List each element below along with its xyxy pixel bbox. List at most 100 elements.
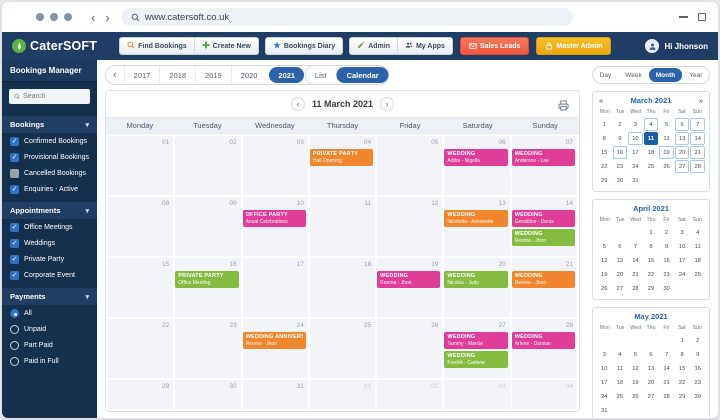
mini-day-7[interactable]: 7 [633,243,638,250]
user-menu[interactable]: Hi Jhonson [645,39,708,53]
mini-day-26[interactable]: 26 [601,285,608,292]
mini-day-16[interactable]: 16 [694,365,701,372]
mini-day-16[interactable]: 16 [612,146,628,159]
mini-day-14[interactable]: 14 [690,132,705,145]
year-tab-2021[interactable]: 2021 [269,67,305,83]
filter-cancelled-bookings[interactable]: Cancelled Bookings [2,165,97,181]
day-cell-04[interactable]: 04 [511,380,577,409]
mini-day-19[interactable]: 19 [632,379,639,386]
filter-private-party[interactable]: ✓ Private Party [2,251,97,267]
mini-day-25[interactable]: 25 [616,393,624,400]
mini-day-19[interactable]: 19 [659,146,674,159]
mini-day-15[interactable]: 15 [647,257,655,264]
mini-day-13[interactable]: 13 [647,365,655,372]
mini-day-23[interactable]: 23 [663,271,670,278]
mini-day-9[interactable]: 9 [618,135,622,142]
day-cell-07[interactable]: 07 WEDDING Anderson - Lee [511,136,577,195]
mini-day-24[interactable]: 24 [678,271,686,278]
toggle-list[interactable]: List [314,70,327,80]
print-button[interactable] [558,98,569,116]
radio-paid-in-full[interactable]: Paid in Full [2,353,97,369]
switcher-month[interactable]: Month [648,68,683,82]
mini-day-18[interactable]: 18 [616,379,624,386]
filter-corporate-event[interactable]: ✓ Corporate Event [2,267,97,283]
day-cell-18[interactable]: 18 [309,258,376,317]
mini-day-23[interactable]: 23 [616,163,624,170]
mini-day-11[interactable]: 11 [643,132,659,145]
day-cell-31[interactable]: 31 [242,380,308,409]
day-cell-01[interactable]: 01 [309,380,376,409]
prev-years-icon[interactable]: ‹ [113,69,117,81]
maximize-icon[interactable] [698,13,706,21]
mini-day-5[interactable]: 5 [633,351,638,358]
day-cell-03[interactable]: 03 [242,136,308,195]
event-office-party[interactable]: OFFICE PARTY Anual Celebrations [242,210,306,227]
day-cell-16[interactable]: 16 PRIVATE PARTY Office Meeting [175,258,241,317]
day-cell-11[interactable]: 11 [309,197,376,256]
radio-all[interactable]: All [2,305,97,321]
mini-day-5[interactable]: 5 [664,121,669,128]
mini-day-6[interactable]: 6 [649,351,653,358]
filter-confirmed-bookings[interactable]: ✓ Confirmed Bookings [2,133,97,149]
window-dot-icon[interactable] [36,13,44,21]
mini-day-20[interactable]: 20 [647,379,655,386]
day-cell-27[interactable]: 27 WEDDING Tammy - Marcie WEDDING Fredrik - … [444,319,510,378]
mini-day-22[interactable]: 22 [647,271,655,278]
mini-day-7[interactable]: 7 [690,118,705,131]
mini-day-25[interactable]: 25 [694,271,701,278]
section-header-appointments[interactable]: Appointments ▾ [2,202,97,219]
toggle-calendar[interactable]: Calendar [336,67,389,83]
mini-day-30[interactable]: 30 [616,177,624,184]
mini-day-27[interactable]: 27 [674,160,690,173]
mini-day-20[interactable]: 20 [616,271,624,278]
event-wedding-anniversary[interactable]: WEDDING ANNIVERSARYReema - Jhon [242,332,306,349]
day-cell-06[interactable]: 06 WEDDING Adiba - Nigella [444,136,510,195]
mini-day-17[interactable]: 17 [678,257,686,264]
mini-day-6[interactable]: 6 [618,243,622,250]
mini-day-13[interactable]: 13 [674,132,690,145]
mini-day-24[interactable]: 24 [632,163,639,170]
section-header-bookings[interactable]: Bookings ▾ [2,116,97,133]
nav-admin-button[interactable]: Admin [350,38,397,54]
day-cell-23[interactable]: 23 [175,319,241,378]
event-private-party[interactable]: PRIVATE PARTY Office Meeting [175,271,239,288]
mini-day-9[interactable]: 9 [696,351,700,358]
day-cell-02[interactable]: 02 [377,380,443,409]
event-wedding[interactable]: WEDDING Nicoletta - Antoinette [444,210,508,227]
day-cell-22[interactable]: 22 [108,319,174,378]
mini-day-19[interactable]: 19 [601,271,608,278]
mini-day-12[interactable]: 12 [601,257,608,264]
event-wedding[interactable]: WEDDING Adiba - Nigella [444,149,508,166]
mini-day-27[interactable]: 27 [616,285,624,292]
mini-day-3[interactable]: 3 [680,229,684,236]
mini-day-9[interactable]: 9 [664,243,669,250]
mini-day-21[interactable]: 21 [663,379,670,386]
search-box[interactable] [9,89,90,104]
day-cell-05[interactable]: 05 [377,136,443,195]
mini-day-10[interactable]: 10 [601,365,608,372]
mini-day-11[interactable]: 11 [694,243,701,250]
mini-day-8[interactable]: 8 [680,351,684,358]
mini-day-26[interactable]: 26 [632,393,639,400]
event-wedding[interactable]: WEDDING Tammy - Marcie [444,332,508,349]
mini-day-6[interactable]: 6 [674,118,690,131]
mini-day-1[interactable]: 1 [602,121,606,128]
mini-day-27[interactable]: 27 [647,393,655,400]
mini-day-1[interactable]: 1 [649,229,653,236]
event-wedding[interactable]: WEDDING Geraldine - Denis [511,210,575,227]
event-wedding[interactable]: WEDDING Fredrik - Carlene [444,351,508,368]
mini-day-30[interactable]: 30 [694,393,701,400]
mini-day-31[interactable]: 31 [632,177,639,184]
mini-day-17[interactable]: 17 [601,379,608,386]
filter-office-meetings[interactable]: ✓ Office Meetings [2,219,97,235]
mini-day-26[interactable]: 26 [663,163,670,170]
day-cell-09[interactable]: 09 [175,197,241,256]
mini-day-25[interactable]: 25 [647,163,655,170]
day-cell-28[interactable]: 28 WEDDING Arlene - Damian [511,319,577,378]
day-cell-15[interactable]: 15 [108,258,174,317]
day-cell-30[interactable]: 30 [175,380,241,409]
mini-day-11[interactable]: 11 [616,365,623,372]
next-month-icon[interactable]: » [698,96,703,105]
mini-day-18[interactable]: 18 [647,149,655,156]
day-cell-26[interactable]: 26 [377,319,443,378]
